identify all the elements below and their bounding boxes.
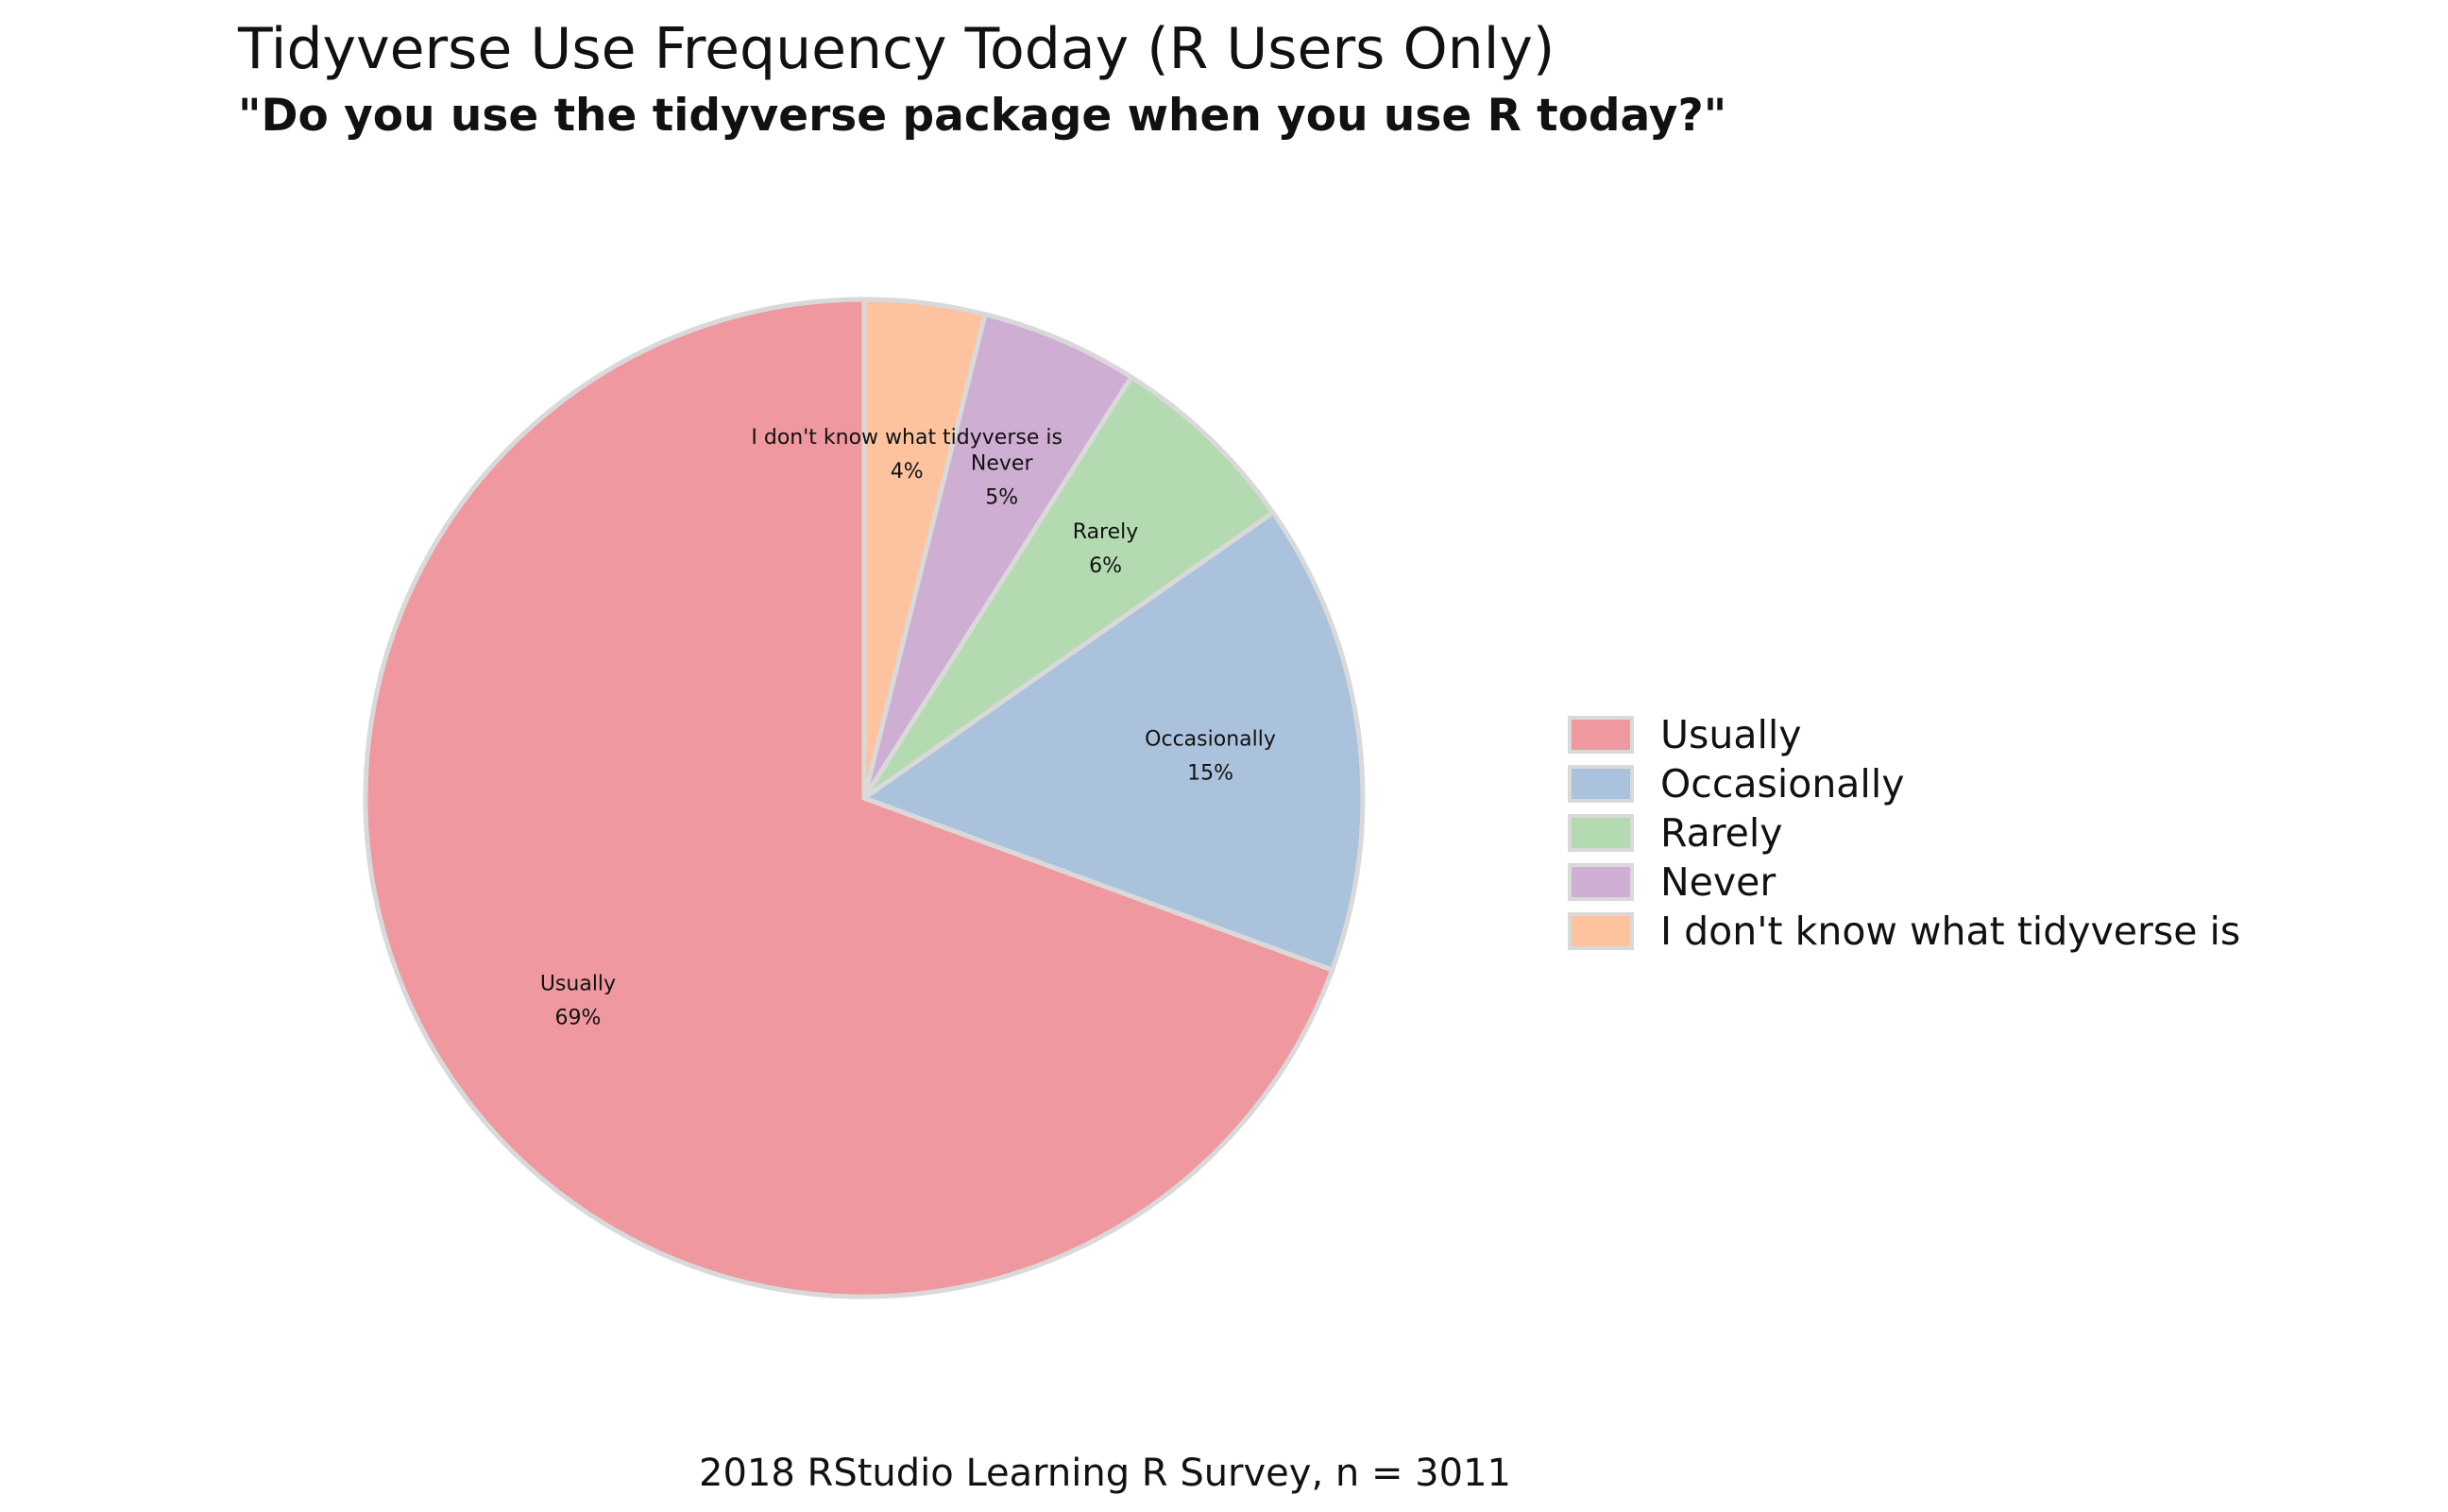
pie-slice-usually — [363, 297, 1335, 1300]
slice-percent-label: 6% — [1089, 554, 1122, 578]
slice-percent-label: 5% — [985, 485, 1018, 509]
slice-label: Usually — [540, 973, 616, 996]
legend-item: Usually — [1568, 710, 2240, 759]
legend-swatch — [1568, 912, 1634, 950]
legend-swatch — [1568, 863, 1634, 901]
chart-caption: 2018 RStudio Learning R Survey, n = 3011 — [699, 1452, 1511, 1495]
pie-slice-rarely — [861, 374, 1276, 801]
legend-item: Occasionally — [1568, 759, 2240, 808]
chart-subtitle: "Do you use the tidyverse package when y… — [238, 90, 1727, 142]
legend-label: Never — [1660, 859, 1776, 905]
legend-item: Never — [1568, 858, 2240, 907]
pie-slice-i-don-t-know-what-tidyverse-is — [861, 297, 988, 801]
legend-label: I don't know what tidyverse is — [1660, 909, 2241, 954]
slice-label: I don't know what tidyverse is — [751, 426, 1062, 450]
legend-label: Usually — [1660, 712, 1802, 757]
legend-label: Occasionally — [1660, 761, 1905, 807]
legend-swatch — [1568, 716, 1634, 754]
legend-swatch — [1568, 765, 1634, 803]
legend-item: I don't know what tidyverse is — [1568, 907, 2240, 956]
slice-percent-label: 69% — [554, 1007, 601, 1030]
pie-slice-never — [861, 312, 1134, 801]
legend-item: Rarely — [1568, 808, 2240, 858]
slice-label: Rarely — [1073, 520, 1139, 544]
legend: Usually Occasionally Rarely Never I don't kn… — [1568, 710, 2240, 956]
chart-title: Tidyverse Use Frequency Today (R Users O… — [238, 16, 1556, 82]
slice-percent-label: 4% — [891, 460, 924, 484]
slice-label: Never — [971, 451, 1034, 475]
legend-label: Rarely — [1660, 810, 1783, 856]
slice-percent-label: 15% — [1187, 762, 1233, 786]
legend-swatch — [1568, 814, 1634, 852]
slice-label: Occasionally — [1145, 728, 1276, 752]
pie-slice-occasionally — [861, 510, 1366, 973]
